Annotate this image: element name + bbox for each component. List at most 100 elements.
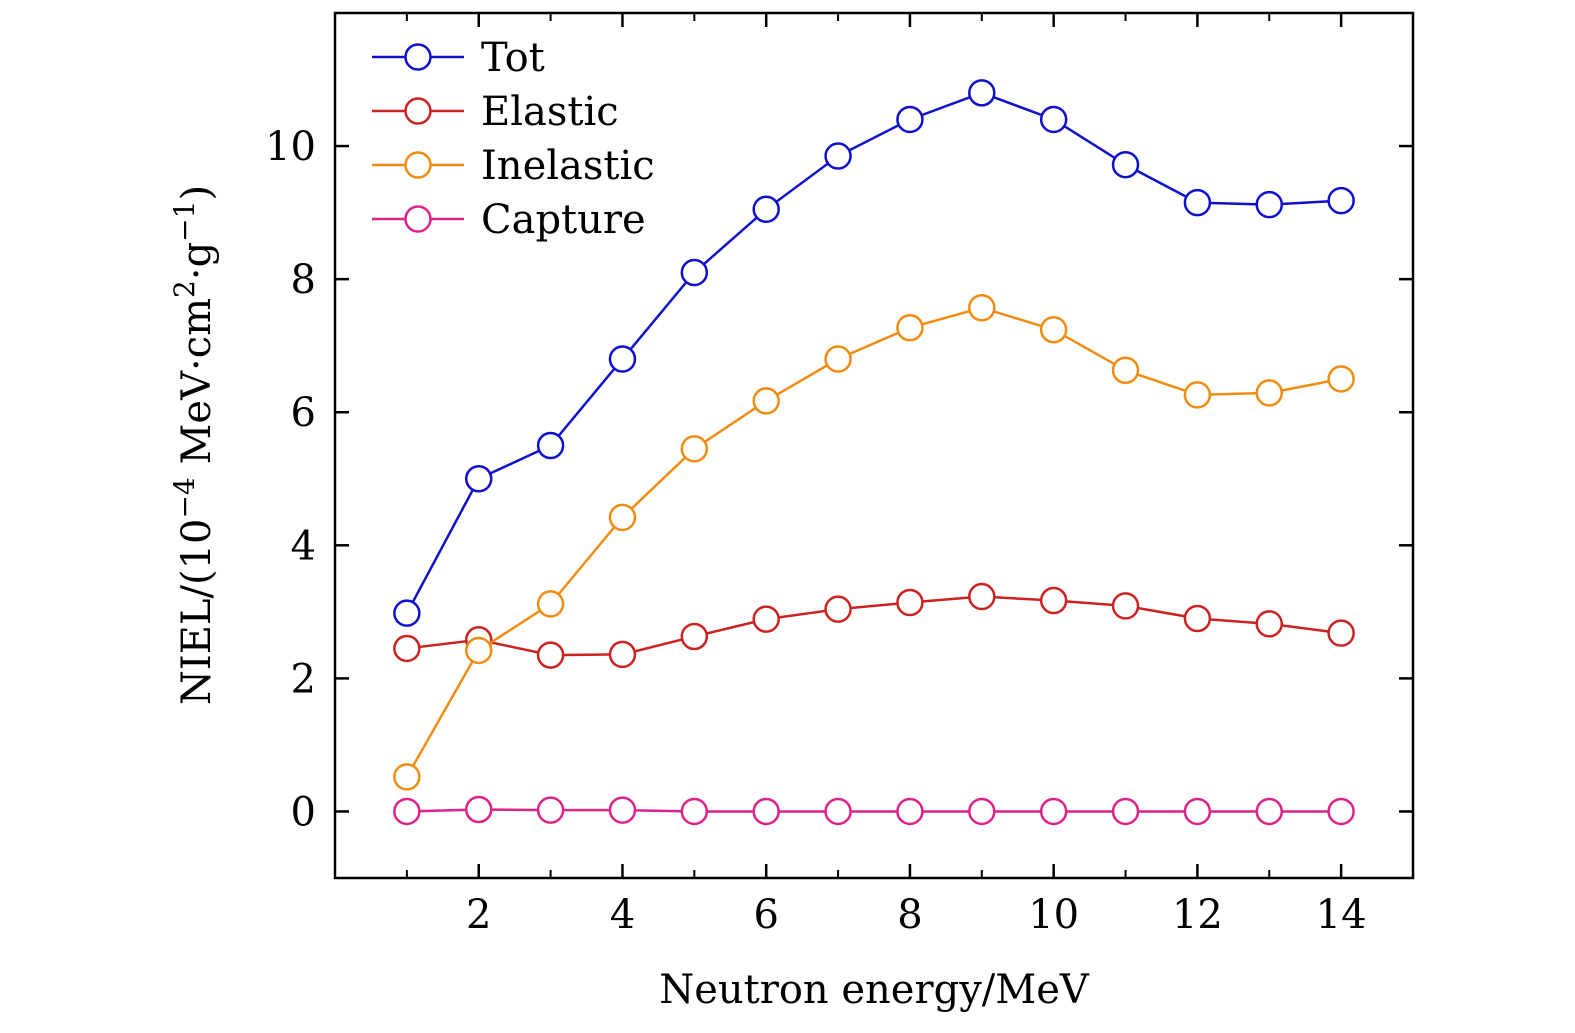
point-tot-12 xyxy=(1255,190,1284,219)
point-capture-2 xyxy=(536,796,565,824)
point-inelastic-0 xyxy=(393,763,421,791)
legend-marker-0 xyxy=(404,43,432,71)
point-inelastic-12 xyxy=(1255,379,1284,407)
point-elastic-0 xyxy=(393,634,421,663)
point-tot-13 xyxy=(1327,186,1355,215)
series-tot xyxy=(393,79,1355,627)
point-elastic-11 xyxy=(1183,604,1212,633)
y-tick-label-1: 2 xyxy=(291,656,316,702)
x-axis-label: Neutron energy/MeV xyxy=(659,967,1090,1013)
legend-label-0: Tot xyxy=(481,35,545,81)
point-tot-3 xyxy=(608,345,637,373)
point-capture-12 xyxy=(1255,797,1284,826)
y-axis-label-exp3: −1 xyxy=(168,201,201,242)
series-elastic xyxy=(393,582,1355,669)
plot-frame xyxy=(333,11,1415,880)
point-tot-1 xyxy=(464,465,493,493)
y-tick-label-3: 6 xyxy=(291,390,316,436)
point-capture-9 xyxy=(1039,797,1068,826)
point-elastic-7 xyxy=(896,588,924,617)
legend-label-3: Capture xyxy=(481,197,646,243)
y-tick-label-2: 4 xyxy=(291,523,316,569)
point-elastic-6 xyxy=(824,595,852,623)
point-tot-8 xyxy=(968,79,996,107)
x-tick-label-5: 12 xyxy=(1172,892,1223,938)
point-elastic-10 xyxy=(1111,592,1140,620)
point-capture-7 xyxy=(896,797,924,826)
point-tot-7 xyxy=(896,105,924,134)
point-capture-5 xyxy=(752,797,780,826)
point-inelastic-1 xyxy=(464,636,493,665)
y-axis-label: NIEL/(10−4 MeV·cm2·g−1) xyxy=(168,185,220,705)
y-axis-label-prefix: NIEL/(10 xyxy=(174,519,220,706)
point-capture-1 xyxy=(464,795,493,824)
point-elastic-3 xyxy=(608,640,637,669)
legend-marker-2 xyxy=(404,151,432,179)
point-tot-11 xyxy=(1183,188,1212,217)
point-elastic-13 xyxy=(1327,619,1355,647)
series-capture xyxy=(393,795,1355,826)
y-tick-label-0: 0 xyxy=(291,789,316,835)
x-tick-label-3: 8 xyxy=(897,892,922,938)
legend-item-elastic: Elastic xyxy=(372,89,619,135)
legend-item-tot: Tot xyxy=(372,35,545,81)
point-tot-5 xyxy=(752,195,780,224)
x-tick-label-0: 2 xyxy=(466,892,491,938)
tick-labels: 2 4 6 8 10 12 14 0 2 4 6 8 10 xyxy=(265,124,1366,938)
point-inelastic-6 xyxy=(824,345,852,373)
point-inelastic-7 xyxy=(896,313,924,342)
y-tick-label-4: 8 xyxy=(291,257,316,303)
legend-marker-1 xyxy=(404,97,432,125)
y-axis-label-exp2: 2 xyxy=(168,280,201,298)
x-tick-label-4: 10 xyxy=(1028,892,1079,938)
point-inelastic-13 xyxy=(1327,365,1355,393)
series-line-inelastic xyxy=(405,306,1342,778)
point-tot-2 xyxy=(536,431,565,460)
y-axis-label-suffix: ) xyxy=(174,185,220,201)
point-inelastic-5 xyxy=(752,387,780,415)
point-inelastic-3 xyxy=(608,503,637,532)
point-capture-8 xyxy=(968,797,996,826)
point-inelastic-4 xyxy=(680,435,709,463)
point-capture-6 xyxy=(824,797,852,826)
point-capture-13 xyxy=(1327,797,1355,826)
y-tick-label-5: 10 xyxy=(265,124,316,170)
series-layer xyxy=(393,79,1355,826)
series-inelastic xyxy=(393,294,1355,791)
point-elastic-9 xyxy=(1039,586,1068,615)
point-capture-3 xyxy=(608,796,637,824)
legend-marker-3 xyxy=(404,205,432,233)
point-elastic-12 xyxy=(1255,610,1284,638)
point-elastic-5 xyxy=(752,605,780,633)
legend-label-2: Inelastic xyxy=(481,143,655,189)
point-tot-6 xyxy=(824,142,852,170)
y-axis-label-mid: MeV·cm xyxy=(174,298,220,477)
x-tick-label-1: 4 xyxy=(610,892,635,938)
y-axis-label-exp1: −4 xyxy=(168,477,201,518)
point-inelastic-11 xyxy=(1183,381,1212,409)
legend-item-inelastic: Inelastic xyxy=(372,143,655,189)
point-tot-0 xyxy=(393,599,421,627)
point-tot-9 xyxy=(1039,105,1068,134)
point-inelastic-10 xyxy=(1111,356,1140,385)
y-axis-label-mid2: ·g xyxy=(174,242,220,280)
point-elastic-2 xyxy=(536,641,565,669)
point-tot-4 xyxy=(680,258,709,287)
point-inelastic-9 xyxy=(1039,315,1068,344)
point-elastic-4 xyxy=(680,622,709,651)
axis-ticks xyxy=(335,13,1413,878)
point-capture-11 xyxy=(1183,797,1212,826)
point-capture-0 xyxy=(393,797,421,826)
x-tick-label-2: 6 xyxy=(753,892,778,938)
legend-label-1: Elastic xyxy=(481,89,619,135)
legend: Tot Elastic Inelastic Capture xyxy=(372,35,655,243)
point-elastic-8 xyxy=(968,582,996,611)
legend-item-capture: Capture xyxy=(372,197,646,243)
point-tot-10 xyxy=(1111,150,1140,179)
point-capture-10 xyxy=(1111,797,1140,826)
point-capture-4 xyxy=(680,797,709,826)
point-inelastic-2 xyxy=(536,590,565,618)
point-inelastic-8 xyxy=(968,294,996,322)
x-tick-label-6: 14 xyxy=(1316,892,1367,938)
